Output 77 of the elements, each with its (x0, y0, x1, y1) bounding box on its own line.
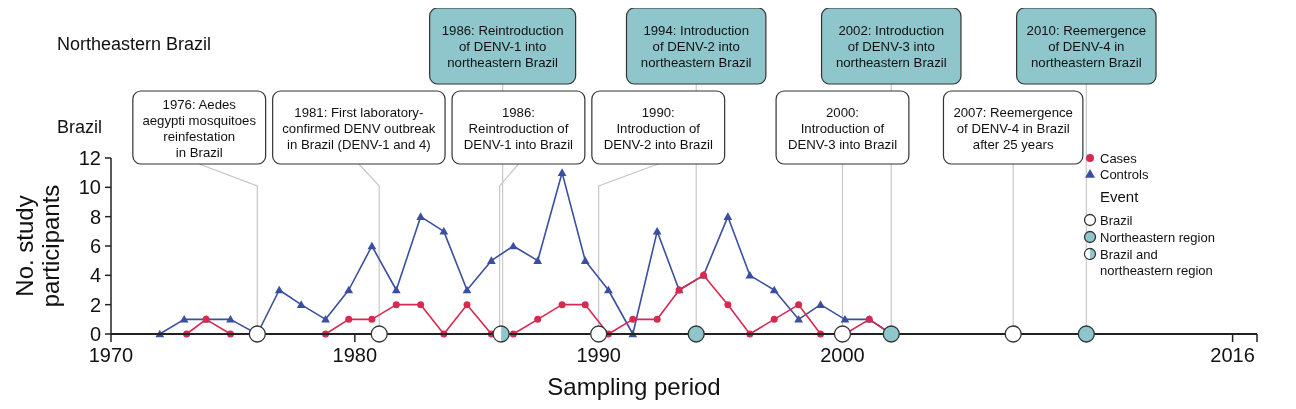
point (416, 212, 426, 220)
point (724, 301, 732, 309)
point (248, 325, 266, 343)
y-tick-label: 10 (78, 176, 101, 199)
legend-label: Northeastern region (1100, 230, 1215, 245)
point (344, 285, 354, 294)
point (558, 301, 566, 309)
y-tick-label: 8 (89, 205, 101, 228)
x-tick-label: 1990 (576, 344, 621, 366)
point (604, 285, 613, 294)
point (462, 285, 472, 294)
point (368, 315, 376, 323)
legend-label: Brazil (1100, 213, 1133, 228)
point (795, 301, 803, 309)
point (580, 256, 590, 264)
point (534, 315, 542, 323)
x-tick-label: 1980 (332, 344, 378, 366)
ref-line-label: 1976: Aedes aegypti mosquitoes reinfestation in Brazil (142, 96, 257, 160)
point (557, 168, 567, 176)
ref-line-label: 1986: Reintroduction of DENV-1 into northeastern Brazil (441, 23, 564, 70)
y-tick-label: 2 (89, 293, 101, 316)
point (226, 314, 235, 323)
point (417, 301, 425, 309)
point (794, 314, 803, 323)
point (882, 325, 900, 343)
point (179, 314, 189, 323)
point (392, 301, 400, 309)
point (833, 325, 852, 343)
ref-line-label: 1981: First laboratory- confirmed DENV outbreak in Brazil (DENV-1 and 4) (282, 104, 436, 152)
point (1004, 325, 1022, 343)
point (439, 226, 449, 235)
point (1077, 325, 1095, 343)
point (652, 226, 662, 235)
point (508, 241, 518, 250)
point (590, 325, 608, 343)
point (770, 315, 778, 323)
legend-title: Event (1100, 188, 1140, 205)
point (533, 256, 543, 264)
legend-label: Controls (1100, 167, 1149, 182)
point (321, 314, 330, 323)
point (816, 300, 825, 308)
ref-line-label: 1986: Reintroduction of DENV-1 into Brazil (463, 104, 574, 152)
ref-line-label: 2002: Introduction of DENV-3 into northeastern Brazil (835, 23, 947, 70)
point (367, 241, 377, 250)
ref-line-label: 2000: Introduction of DENV-3 into Brazil (787, 104, 898, 152)
text: Northeastern Brazil (57, 34, 212, 54)
y-tick-label: 12 (78, 147, 101, 169)
point (653, 315, 661, 323)
x-tick-label: 1970 (88, 344, 134, 366)
point (769, 285, 779, 294)
point (487, 256, 496, 264)
y-tick-label: 6 (89, 235, 101, 257)
legend-label: Brazil and northeastern region (1100, 247, 1213, 278)
y-axis-title: No. study participants (11, 184, 64, 308)
point (274, 285, 284, 294)
point (629, 315, 637, 323)
legend-label: Cases (1100, 151, 1138, 166)
point (296, 300, 306, 308)
point (391, 285, 401, 294)
point (345, 315, 353, 323)
ref-line-label: 2010: Reemergence of DENV-4 in northeastern Brazil (1026, 23, 1147, 70)
point (687, 325, 705, 343)
ref-line-label: 1994: Introduction of DENV-2 into northeastern Brazil (640, 23, 752, 70)
point (370, 325, 388, 343)
ref-line-label: 1990: Introduction of DENV-2 into Brazil (603, 104, 713, 152)
x-axis-title: Sampling period (547, 373, 721, 400)
y-tick-label: 0 (89, 323, 101, 345)
point (723, 212, 733, 220)
point (463, 301, 471, 309)
point (745, 270, 755, 279)
point (581, 301, 589, 309)
y-tick-label: 4 (89, 264, 101, 287)
ref-line-label: 2007: Reemergence of DENV-4 in Brazil after 25 years (953, 104, 1073, 152)
text: Brazil (57, 117, 103, 137)
x-tick-label: 2000 (820, 344, 865, 366)
point (840, 314, 850, 323)
x-tick-label: 2016 (1210, 344, 1255, 366)
